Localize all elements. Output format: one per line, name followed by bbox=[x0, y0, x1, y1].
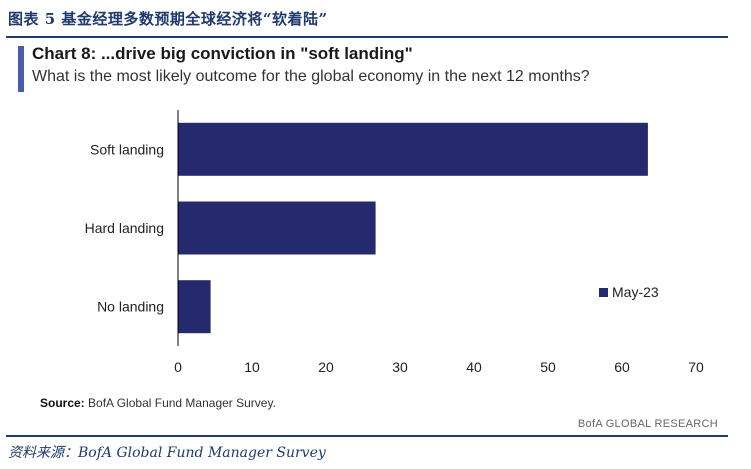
top-divider bbox=[6, 36, 728, 38]
figure-caption: 图表 5 基金经理多数预期全球经济将“软着陆” bbox=[8, 10, 328, 28]
x-tick-label: 10 bbox=[244, 359, 260, 375]
document-source: 资料来源：BofA Global Fund Manager Survey bbox=[8, 445, 326, 461]
category-label: No landing bbox=[97, 299, 164, 315]
source-text: BofA Global Fund Manager Survey. bbox=[88, 396, 276, 410]
title-accent-bar bbox=[18, 46, 24, 92]
x-tick-label: 70 bbox=[688, 359, 704, 375]
bar-soft-landing bbox=[178, 122, 648, 176]
chart-subtitle: What is the most likely outcome for the … bbox=[32, 68, 590, 85]
x-tick-label: 30 bbox=[392, 359, 408, 375]
x-tick-label: 40 bbox=[466, 359, 482, 375]
bar-no-landing bbox=[178, 280, 211, 334]
legend-label: May-23 bbox=[612, 284, 659, 300]
source-label: Source: bbox=[40, 396, 85, 410]
category-label: Soft landing bbox=[90, 141, 164, 157]
bar-hard-landing bbox=[178, 201, 376, 255]
x-tick-label: 0 bbox=[174, 359, 182, 375]
x-tick-label: 50 bbox=[540, 359, 556, 375]
chart-source: Source: BofA Global Fund Manager Survey. bbox=[40, 396, 276, 410]
category-label: Hard landing bbox=[85, 220, 164, 236]
brand-label: BofA GLOBAL RESEARCH bbox=[577, 418, 718, 430]
chart-title: Chart 8: ...drive big conviction in "sof… bbox=[32, 44, 413, 63]
x-tick-label: 60 bbox=[614, 359, 630, 375]
bottom-divider bbox=[6, 435, 728, 437]
legend-swatch bbox=[599, 288, 608, 297]
x-tick-label: 20 bbox=[318, 359, 334, 375]
bar-chart: Soft landing Hard landing No landing 0 10 20 3… bbox=[85, 110, 704, 375]
